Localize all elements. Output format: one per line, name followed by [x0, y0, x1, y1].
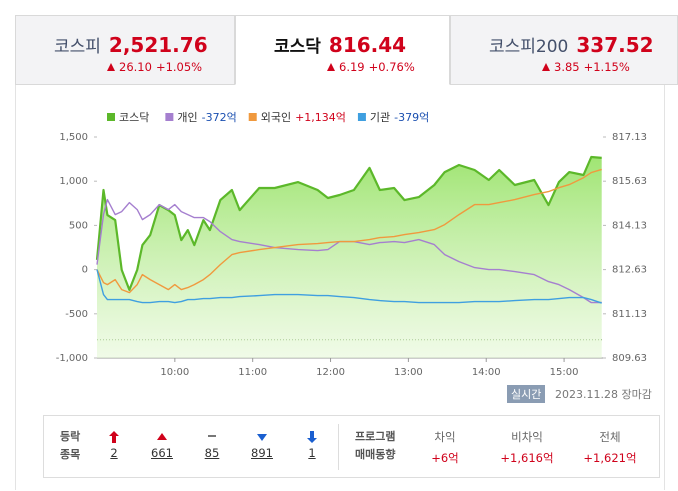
legend-swatch [248, 113, 257, 121]
tab-row: 코스피 2,521.76 [54, 32, 234, 57]
legend-total: -379억 [394, 111, 429, 124]
tab-change: 26.10 +1.05% [107, 60, 234, 74]
rate: +1.05% [155, 60, 203, 74]
index-tabs: 코스피 2,521.76 26.10 +1.05% 코스닥 816.44 6.19 +0.76… [15, 15, 678, 85]
breadth-count: 661 [151, 446, 173, 460]
index-name: 코스피200 [489, 37, 569, 57]
legend-total: +1,134억 [295, 111, 346, 124]
up-icon [327, 63, 335, 71]
y2-tick-label: 811.13 [612, 309, 647, 320]
index-tab[interactable]: 코스닥 816.44 6.19 +0.76% [235, 15, 450, 85]
y2-tick-label: 809.63 [612, 353, 647, 364]
breadth-count: 2 [110, 446, 118, 460]
legend-total: -372억 [202, 111, 237, 124]
program-value: +1,616억 [500, 451, 554, 465]
y-tick-label: 500 [69, 220, 88, 231]
program-header: 전체 [599, 430, 621, 444]
series-line [96, 269, 602, 304]
index-value: 2,521.76 [108, 33, 208, 57]
program-column: 차익 +6억 [400, 416, 490, 466]
legend-label: 코스닥 [119, 111, 149, 124]
tab-change: 6.19 +0.76% [327, 60, 449, 74]
label-line: 매매동향 [355, 448, 396, 461]
breadth-count: 891 [251, 446, 273, 460]
program-value: +1,621억 [583, 451, 637, 465]
legend-swatch [165, 113, 174, 121]
program-column: 전체 +1,621억 [565, 416, 655, 466]
label-line: 프로그램 [355, 430, 396, 443]
x-tick-label: 15:00 [550, 367, 579, 378]
date: 2023.11.28 [555, 388, 618, 401]
legend-label: 기관 [370, 111, 390, 124]
y-tick-label: -500 [65, 309, 88, 320]
realtime-badge: 실시간 [507, 385, 546, 403]
x-tick-label: 13:00 [394, 367, 423, 378]
up-icon [107, 63, 115, 71]
y2-tick-label: 815.63 [612, 176, 647, 187]
label-line: 종목 [60, 448, 81, 461]
index-tab[interactable]: 코스피200 337.52 3.85 +1.15% [450, 15, 678, 85]
series-line [96, 198, 602, 304]
breadth-count: 85 [204, 446, 220, 460]
fall-icon [257, 434, 267, 441]
program-value: +6억 [431, 451, 459, 465]
index-name: 코스피 [54, 37, 101, 57]
legend-swatch [357, 113, 366, 121]
series-line [96, 168, 602, 294]
rate: +0.76% [368, 60, 415, 74]
change: 6.19 [339, 60, 365, 74]
y2-tick-label: 817.13 [612, 132, 647, 143]
tab-row: 코스피200 337.52 [489, 32, 677, 57]
divider [338, 424, 339, 470]
change: 26.10 [119, 60, 152, 74]
y-tick-label: 1,500 [59, 132, 88, 143]
market-state: 장마감 [621, 388, 652, 401]
x-tick-label: 14:00 [472, 367, 501, 378]
area-fill [97, 157, 602, 358]
y-tick-label: -1,000 [56, 353, 88, 364]
y2-tick-label: 814.13 [612, 220, 647, 231]
flat-icon [208, 435, 216, 437]
breadth-count: 1 [308, 446, 316, 460]
label-line: 등락 [60, 430, 81, 443]
program-column: 비차익 +1,616억 [482, 416, 572, 466]
x-tick-label: 12:00 [316, 367, 345, 378]
y-tick-label: 1,000 [59, 176, 88, 187]
index-value: 816.44 [328, 33, 407, 57]
rise-icon [157, 433, 167, 440]
x-tick-label: 10:00 [160, 367, 189, 378]
x-tick-label: 11:00 [238, 367, 267, 378]
program-header: 비차익 [511, 430, 543, 444]
market-date: 2023.11.28 장마감 [555, 386, 652, 402]
legend-label: 외국인 [261, 111, 291, 124]
chart-panel [15, 85, 665, 490]
index-value: 337.52 [576, 33, 654, 57]
change: 3.85 [554, 60, 580, 74]
tab-change: 3.85 +1.15% [542, 60, 677, 74]
rate: +1.15% [583, 60, 630, 74]
index-name: 코스닥 [274, 37, 321, 57]
index-tab[interactable]: 코스피 2,521.76 26.10 +1.05% [15, 15, 235, 85]
upper-limit-icon [109, 431, 119, 443]
up-icon [542, 63, 550, 71]
tab-row: 코스닥 816.44 [274, 32, 449, 57]
lower-limit-icon [307, 431, 317, 443]
y2-tick-label: 812.63 [612, 265, 647, 276]
series-line [95, 155, 602, 291]
y-tick-label: 0 [82, 265, 88, 276]
legend-swatch [107, 113, 115, 121]
program-header: 차익 [434, 430, 456, 444]
legend-label: 개인 [177, 111, 197, 124]
